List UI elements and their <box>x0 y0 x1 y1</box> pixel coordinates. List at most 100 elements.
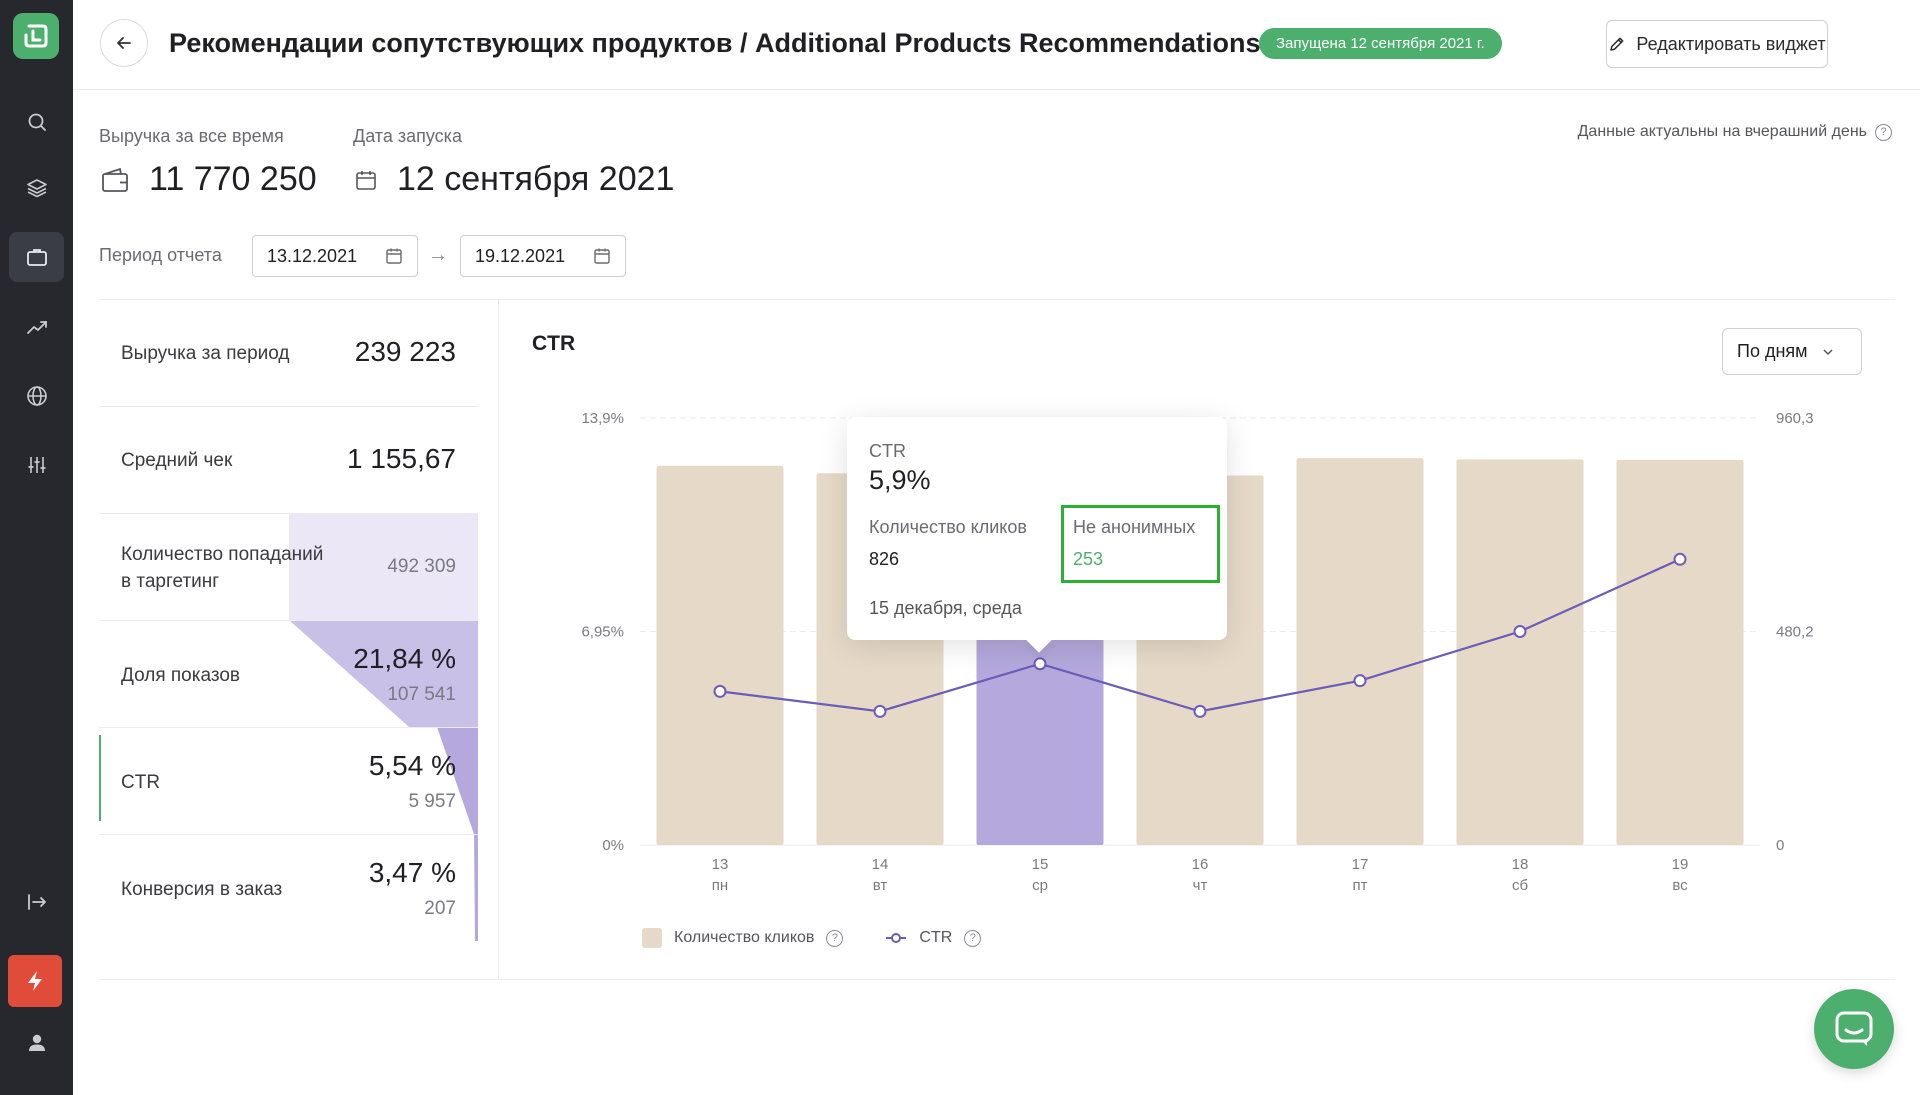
metric-revenue-period: Выручка за период 239 223 <box>99 300 478 407</box>
period-to-input[interactable]: 19.12.2021 <box>460 235 626 277</box>
revenue-total-value: 11 770 250 <box>149 160 317 198</box>
y-left-tick-label: 0% <box>602 837 624 854</box>
arrow-right-icon: → <box>428 244 448 266</box>
status-badge: Запущена 12 сентября 2021 г. <box>1259 28 1502 59</box>
launch-date-label: Дата запуска <box>353 126 462 146</box>
ctr-chart: 0% 6,95% 13,9% 0 480,2 960,3 13 пн 14 вт 15 ср 16 чт 1… <box>581 410 1814 894</box>
tooltip-highlight-box <box>1061 505 1220 583</box>
x-tick-label: 15 <box>1032 856 1049 873</box>
user-icon <box>28 1034 45 1051</box>
legend-label-clicks: Количество кликов <box>674 929 815 946</box>
sidebar-item-layers[interactable] <box>9 163 64 213</box>
layers-icon <box>26 179 47 198</box>
chart-bar <box>656 465 784 845</box>
metric-value: 3,47 % <box>368 857 456 888</box>
page-title: Рекомендации сопутствующих продуктов / A… <box>169 28 1261 58</box>
metric-conversion: Конверсия в заказ 3,47 % 207 <box>99 835 478 942</box>
help-icon[interactable]: ? <box>1875 123 1892 141</box>
sidebar-item-settings[interactable] <box>9 440 64 490</box>
revenue-total-label: Выручка за все время <box>99 126 284 146</box>
search-icon <box>28 113 46 131</box>
metric-label: Конверсия в заказ <box>121 879 283 900</box>
logout-icon <box>27 894 46 910</box>
section-divider <box>99 299 1895 300</box>
chart-title: CTR <box>532 332 576 355</box>
help-icon[interactable]: ? <box>964 929 982 947</box>
sidebar-item-briefcase[interactable] <box>9 232 64 282</box>
sliders-icon <box>28 457 45 473</box>
briefcase-icon <box>26 249 47 266</box>
app-logo[interactable] <box>13 13 59 59</box>
back-button[interactable] <box>100 19 148 67</box>
ctr-point <box>1193 704 1207 718</box>
x-tick-label: 18 <box>1512 856 1529 873</box>
chart-bar <box>1296 458 1424 845</box>
metric-label: CTR <box>121 772 161 793</box>
legend-line-ctr <box>886 933 907 943</box>
sidebar-item-search[interactable] <box>9 97 64 147</box>
metric-avg-check: Средний чек 1 155,67 <box>99 407 478 514</box>
calendar-icon <box>386 248 402 264</box>
sidebar <box>0 0 73 1095</box>
sidebar-item-logout[interactable] <box>9 877 64 927</box>
bolt-icon <box>28 971 42 991</box>
help-icon[interactable]: ? <box>826 929 844 947</box>
legend-item-clicks[interactable]: Количество кликов ? <box>642 928 844 948</box>
metric-label-line2: в таргетинг <box>121 571 220 592</box>
x-weekday-label: вс <box>1672 877 1688 894</box>
section-divider-bottom <box>99 979 1895 980</box>
legend-swatch-clicks <box>642 928 662 948</box>
x-weekday-label: пт <box>1353 877 1368 894</box>
tooltip-date: 15 декабря, среда <box>869 598 1022 618</box>
metric-shows: Доля показов 21,84 % 107 541 <box>99 621 478 728</box>
chat-button[interactable] <box>1814 989 1894 1069</box>
calendar-icon <box>594 248 610 264</box>
tooltip-value: 5,9% <box>869 465 931 495</box>
y-left-tick-label: 6,95% <box>581 624 624 641</box>
chart-bar <box>1616 459 1744 845</box>
period-from-value: 13.12.2021 <box>267 245 358 266</box>
chart-bar <box>1456 459 1584 845</box>
x-weekday-label: вт <box>873 877 888 894</box>
legend-item-ctr[interactable]: CTR ? <box>885 929 982 947</box>
revenue-total: 11 770 250 <box>101 160 317 199</box>
metric-sub-value: 5 957 <box>408 791 456 812</box>
tooltip-clicks-value: 826 <box>869 549 900 569</box>
metric-value: 1 155,67 <box>347 443 456 474</box>
ctr-point <box>1353 674 1367 688</box>
metric-label: Выручка за период <box>121 343 290 364</box>
calendar-icon <box>356 170 376 190</box>
x-tick-label: 17 <box>1352 856 1369 873</box>
metric-ctr[interactable]: CTR 5,54 % 5 957 <box>99 728 478 835</box>
metric-value: 492 309 <box>387 556 456 577</box>
ctr-point <box>713 684 727 698</box>
metric-value: 239 223 <box>354 336 456 367</box>
launch-date-value: 12 сентября 2021 <box>397 160 675 198</box>
sidebar-item-bolt[interactable] <box>8 955 62 1007</box>
edit-widget-button[interactable]: Редактировать виджет <box>1606 20 1828 68</box>
y-right-tick-label: 960,3 <box>1776 410 1814 427</box>
sidebar-item-globe[interactable] <box>9 371 64 421</box>
x-weekday-label: сб <box>1512 877 1528 894</box>
x-tick-label: 13 <box>712 856 729 873</box>
sidebar-item-trends[interactable] <box>9 302 64 352</box>
y-left-tick-label: 13,9% <box>581 410 624 427</box>
period-from-input[interactable]: 13.12.2021 <box>252 235 418 277</box>
ctr-point <box>1513 625 1527 638</box>
active-metric-marker <box>99 735 101 821</box>
sidebar-item-profile[interactable] <box>9 1018 64 1068</box>
ctr-point <box>873 704 887 718</box>
trend-icon <box>26 321 47 334</box>
data-actuality-note: Данные актуальны на вчерашний день ? <box>1578 123 1892 141</box>
metric-label: Доля показов <box>121 665 240 686</box>
chat-icon <box>1835 1011 1873 1046</box>
metric-label: Количество попаданий в таргетинг <box>121 541 323 595</box>
wallet-icon <box>102 167 128 192</box>
granularity-select[interactable]: По дням <box>1722 328 1862 375</box>
y-right-tick-label: 0 <box>1776 837 1784 854</box>
chevron-down-icon <box>1822 348 1833 355</box>
period-label: Период отчета <box>99 245 222 265</box>
metric-sub-value: 107 541 <box>387 684 456 705</box>
x-tick-label: 16 <box>1192 856 1209 873</box>
funnel-graphic <box>289 513 478 941</box>
